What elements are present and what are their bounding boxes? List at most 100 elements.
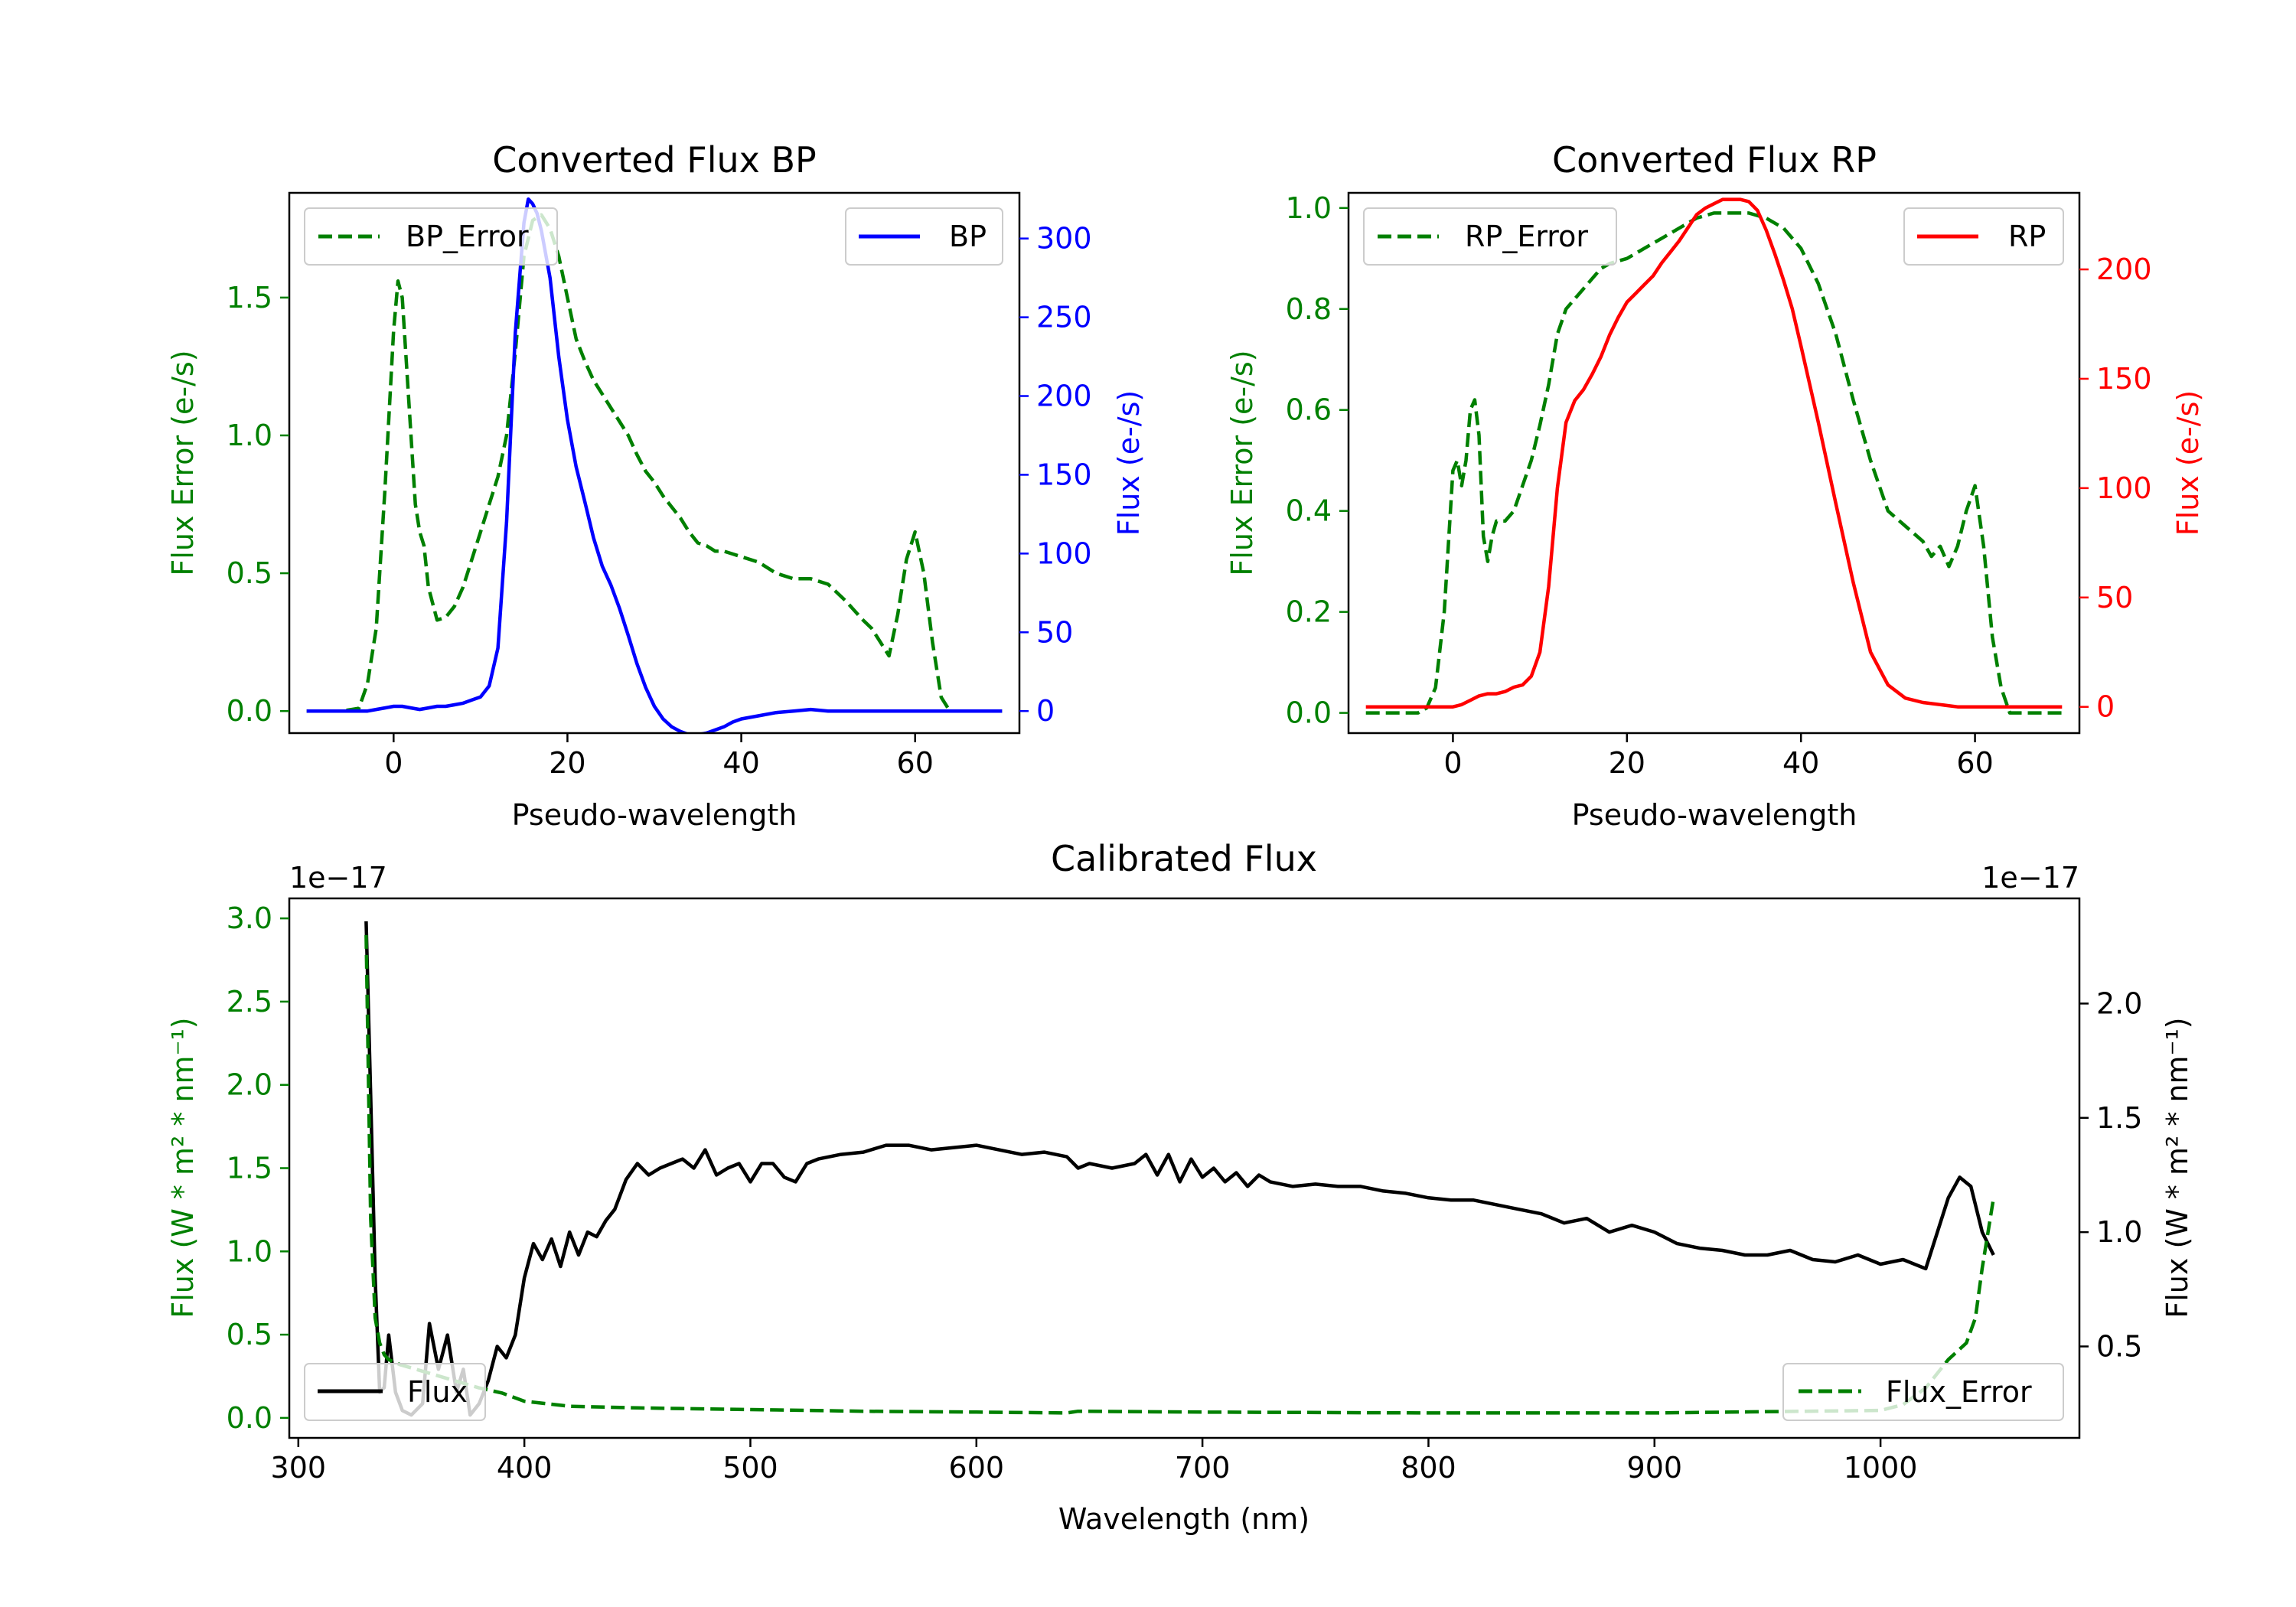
bp-frame [288, 191, 1021, 735]
bp-right-tick-label: 250 [1036, 301, 1092, 334]
flux-error-legend[interactable]: Flux_Error [1782, 1363, 2064, 1421]
flux-legend[interactable]: Flux [304, 1363, 486, 1421]
calibrated-x-tick-label: 500 [722, 1451, 778, 1485]
calibrated-right-ticks: 0.5 1.0 1.5 2.0 [2079, 986, 2142, 1364]
calibrated-x-label: Wavelength (nm) [1058, 1502, 1309, 1536]
bp-legend[interactable]: BP [845, 207, 1003, 266]
calibrated-left-tick-label: 3.0 [227, 901, 272, 935]
rp-x-ticks: 0 20 40 60 [1443, 733, 1994, 780]
flux-error-legend-box [1782, 1363, 2064, 1421]
bp-series-bp [306, 197, 1003, 733]
flux-legend-label: Flux [407, 1375, 468, 1409]
bp-right-tick-label: 0 [1036, 694, 1055, 728]
bp-right-tick-label: 100 [1036, 536, 1092, 570]
calibrated-x-tick-label: 800 [1401, 1451, 1456, 1485]
calibrated-right-offset-text: 1e−17 [1981, 861, 2079, 895]
calibrated-right-tick-label: 1.5 [2096, 1101, 2142, 1135]
calibrated-right-tick-label: 2.0 [2096, 986, 2142, 1020]
calibrated-x-ticks: 300 400 500 600 700 800 900 1000 [271, 1438, 1918, 1485]
rp-left-tick-label: 0.2 [1286, 595, 1332, 629]
bp-left-ticks: 0.0 0.5 1.0 1.5 [227, 281, 289, 728]
rp-right-ticks: 0 50 100 150 200 [2079, 253, 2152, 724]
rp-right-tick-label: 200 [2096, 253, 2152, 286]
rp-left-tick-label: 0.0 [1286, 696, 1332, 730]
calibrated-x-tick-label: 700 [1175, 1451, 1231, 1485]
rp-x-tick-label: 60 [1956, 746, 1993, 780]
calibrated-left-tick-label: 2.0 [227, 1068, 272, 1102]
rp-left-tick-label: 1.0 [1286, 191, 1332, 225]
rp-legend[interactable]: RP [1903, 207, 2064, 266]
calibrated-title: Calibrated Flux [1051, 838, 1317, 879]
rp-chart: Converted Flux RP 0 20 40 60 0.00.20.40.60.… [1225, 139, 2205, 832]
rp-left-tick-label: 0.6 [1286, 393, 1332, 427]
rp-right-tick-label: 150 [2096, 362, 2152, 396]
bp-chart: Converted Flux BP 0 20 40 60 0.0 0.5 1.0 1.5 0… [166, 139, 1146, 832]
calibrated-left-tick-label: 0.5 [227, 1318, 272, 1351]
calibrated-right-tick-label: 1.0 [2096, 1215, 2142, 1249]
bp-right-tick-label: 300 [1036, 222, 1092, 256]
bp-left-tick-label: 0.0 [227, 694, 272, 728]
bp-x-tick-label: 40 [722, 746, 759, 780]
flux-error-legend-label: Flux_Error [1886, 1375, 2032, 1409]
calibrated-right-axis-label: Flux (W * m² * nm⁻¹) [2161, 1017, 2194, 1318]
rp-left-tick-label: 0.4 [1286, 494, 1332, 528]
calibrated-left-ticks: 0.0 0.5 1.0 1.5 2.0 2.5 3.0 [227, 901, 289, 1435]
calibrated-chart: Calibrated Flux 1e−17 1e−17 300 400 500 600… [166, 838, 2194, 1536]
rp-legend-box [1903, 207, 2064, 266]
rp-left-axis-label: Flux Error (e-/s) [1225, 350, 1259, 575]
rp-left-ticks: 0.0 0.2 0.4 0.6 0.8 1.0 [1286, 191, 1349, 730]
bp-error-legend[interactable]: BP_Error [304, 207, 558, 266]
calibrated-x-tick-label: 600 [949, 1451, 1005, 1485]
calibrated-x-tick-label: 400 [497, 1451, 553, 1485]
bp-series-bp-error [306, 213, 1003, 713]
calibrated-x-tick-label: 1000 [1844, 1451, 1918, 1485]
bp-legend-box [845, 207, 1003, 266]
rp-error-legend-label: RP_Error [1465, 220, 1588, 253]
calibrated-left-tick-label: 2.5 [227, 985, 272, 1019]
rp-frame [1347, 191, 2081, 735]
calibrated-x-tick-label: 300 [271, 1451, 327, 1485]
bp-right-tick-label: 150 [1036, 458, 1092, 491]
bp-plot-area [306, 197, 1003, 733]
bp-x-ticks: 0 20 40 60 [384, 733, 934, 780]
flux-legend-box [304, 1363, 486, 1421]
bp-x-tick-label: 60 [897, 746, 934, 780]
calibrated-left-tick-label: 0.0 [227, 1401, 272, 1435]
calibrated-left-axis-label: Flux (W * m² * nm⁻¹) [166, 1017, 200, 1318]
bp-legend-label: BP [949, 220, 987, 253]
bp-left-tick-label: 0.5 [227, 556, 272, 590]
bp-left-axis-label: Flux Error (e-/s) [166, 350, 200, 575]
bp-x-label: Pseudo-wavelength [512, 798, 797, 832]
rp-right-axis-label: Flux (e-/s) [2171, 390, 2205, 536]
bp-right-tick-label: 50 [1036, 615, 1073, 649]
calibrated-series-flux [364, 921, 1995, 1417]
bp-error-legend-label: BP_Error [406, 220, 529, 253]
rp-title: Converted Flux RP [1552, 139, 1877, 181]
rp-x-label: Pseudo-wavelength [1572, 798, 1857, 832]
rp-series-rp-error [1365, 211, 2063, 715]
rp-left-tick-label: 0.8 [1286, 292, 1332, 326]
bp-right-axis-label: Flux (e-/s) [1112, 390, 1146, 536]
calibrated-left-offset-text: 1e−17 [289, 861, 387, 895]
rp-x-tick-label: 20 [1609, 746, 1645, 780]
rp-legend-label: RP [2008, 220, 2046, 253]
bp-right-tick-label: 200 [1036, 380, 1092, 413]
bp-error-legend-box [304, 207, 558, 266]
calibrated-left-tick-label: 1.5 [227, 1152, 272, 1185]
rp-x-tick-label: 40 [1782, 746, 1819, 780]
rp-series-rp [1365, 197, 2063, 709]
bp-x-tick-label: 0 [384, 746, 403, 780]
bp-left-tick-label: 1.5 [227, 281, 272, 315]
bp-x-tick-label: 20 [549, 746, 585, 780]
rp-error-legend[interactable]: RP_Error [1363, 207, 1617, 266]
calibrated-left-tick-label: 1.0 [227, 1234, 272, 1268]
bp-right-ticks: 0 50 100 150 200 250 300 [1019, 222, 1092, 728]
rp-x-tick-label: 0 [1443, 746, 1462, 780]
rp-error-legend-box [1363, 207, 1617, 266]
rp-plot-area [1365, 197, 2063, 715]
calibrated-x-tick-label: 900 [1627, 1451, 1683, 1485]
bp-title: Converted Flux BP [492, 139, 817, 181]
bp-left-tick-label: 1.0 [227, 419, 272, 452]
rp-right-tick-label: 0 [2096, 690, 2115, 724]
